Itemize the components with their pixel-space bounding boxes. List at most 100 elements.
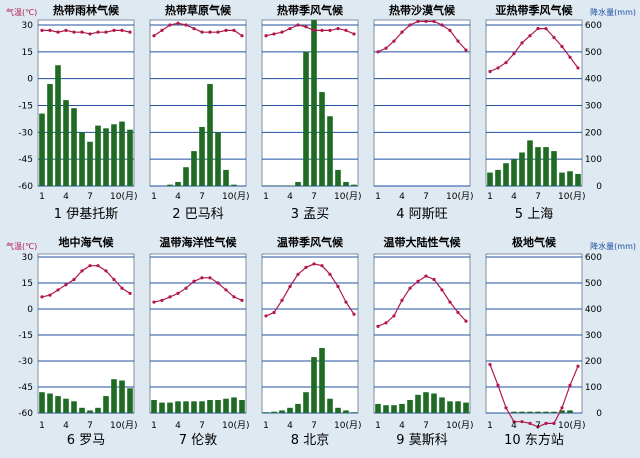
temp-point-month-3: [56, 30, 60, 34]
precip-bar-month-3: [279, 410, 285, 413]
temp-point-month-8: [544, 26, 548, 31]
chart-title: 热带季风气候: [277, 3, 344, 17]
temp-point-month-10: [336, 26, 340, 31]
chart-title: 亚热带季风气候: [496, 3, 574, 17]
precip-axis-tick: 300: [585, 331, 602, 341]
precip-bar-month-9: [215, 132, 221, 186]
precip-bar-month-1: [263, 185, 269, 186]
temp-axis-label: 气温(℃): [6, 241, 37, 251]
temp-point-month-7: [424, 19, 428, 24]
temp-point-month-5: [520, 41, 524, 45]
temp-point-month-6: [304, 265, 308, 269]
precip-bar-month-7: [87, 141, 93, 186]
temp-point-month-10: [112, 28, 116, 32]
temp-axis-tick: -15: [18, 331, 33, 341]
temp-point-month-2: [384, 321, 388, 325]
chart-title: 热带雨林气候: [53, 3, 120, 17]
precip-bar-month-9: [103, 128, 109, 186]
temp-point-month-2: [160, 28, 164, 32]
temp-point-month-12: [240, 298, 244, 302]
x-tick-label: 1: [263, 192, 269, 202]
temp-point-month-5: [520, 420, 524, 424]
precip-bar-month-7: [311, 357, 317, 413]
precip-bar-month-11: [343, 410, 349, 413]
chart-title: 温带季风气候: [277, 235, 344, 249]
x-tick-label: 7: [311, 192, 317, 202]
precip-axis-tick: 200: [585, 128, 602, 138]
chart-panel-6: 地中海气候 1 4 7 10(月) 6 罗马: [37, 235, 137, 448]
temp-point-month-3: [168, 295, 172, 299]
precip-bar-month-1: [39, 113, 45, 186]
temp-point-month-6: [80, 269, 84, 273]
x-tick-label: 4: [511, 192, 517, 202]
precip-bar-month-1: [39, 392, 45, 413]
precip-bar-month-6: [527, 140, 533, 186]
temp-point-month-1: [264, 34, 268, 38]
x-tick-label: 10(月): [446, 191, 473, 202]
station-caption: 3 孟买: [291, 207, 329, 222]
precip-bar-month-10: [447, 401, 453, 413]
precip-bar-month-4: [287, 185, 293, 186]
temp-point-month-6: [80, 30, 84, 34]
station-caption: 2 巴马科: [172, 207, 223, 222]
temp-point-month-6: [416, 279, 420, 283]
temp-point-month-8: [432, 19, 436, 24]
temp-point-month-10: [336, 284, 340, 289]
chart-panel-10: 极地气候 1 4 7 10(月)10 东方站: [485, 235, 585, 448]
precip-bar-month-6: [79, 132, 85, 186]
chart-panel-4: 热带沙漠气候 1 4 7 10(月) 4 阿斯旺: [373, 3, 473, 222]
temp-point-month-6: [528, 34, 532, 38]
precip-bar-month-2: [47, 393, 53, 413]
temp-point-month-4: [176, 21, 180, 25]
precip-bar-month-1: [151, 400, 157, 413]
temp-point-month-6: [192, 279, 196, 283]
x-tick-label: 7: [87, 421, 93, 431]
plot-area: [485, 253, 583, 414]
precip-bar-month-8: [207, 400, 213, 413]
x-tick-label: 7: [199, 421, 205, 431]
plot-area: [373, 253, 471, 414]
temp-point-month-4: [512, 52, 516, 56]
precip-bar-month-1: [487, 172, 493, 186]
temp-point-month-6: [528, 421, 532, 425]
temp-point-month-9: [104, 30, 108, 34]
chart-panel-8: 温带季风气候 1 4 7 10(月) 8 北京: [261, 235, 361, 448]
x-tick-label: 4: [287, 192, 293, 202]
temp-point-month-2: [496, 383, 500, 387]
temp-point-month-1: [40, 28, 44, 32]
temp-point-month-2: [48, 293, 52, 297]
temp-point-month-12: [128, 291, 132, 295]
precip-bar-month-5: [519, 411, 525, 413]
precip-bar-month-6: [191, 401, 197, 413]
shared-axes-row-2: 30 15 0 -15 -30 -45 -60 600 500 400 300 200 100 0 气温(℃…: [6, 241, 636, 419]
temp-point-month-12: [352, 312, 356, 316]
temp-point-month-5: [296, 23, 300, 27]
x-tick-label: 4: [287, 421, 293, 431]
temp-point-month-7: [536, 26, 540, 31]
precip-bar-month-3: [167, 402, 173, 413]
precip-bar-month-3: [55, 396, 61, 413]
precip-axis-tick: 500: [585, 48, 602, 58]
precip-bar-month-6: [191, 151, 197, 186]
precip-bar-month-7: [311, 20, 317, 186]
x-tick-label: 7: [423, 421, 429, 431]
precip-bar-month-11: [119, 380, 125, 413]
x-tick-label: 4: [399, 421, 405, 431]
x-tick-label: 10(月): [110, 420, 137, 431]
precip-bar-month-8: [319, 92, 325, 186]
temp-axis-tick: 30: [22, 21, 34, 31]
temp-point-month-1: [152, 34, 156, 38]
precip-bar-month-8: [95, 125, 101, 186]
temp-point-month-1: [376, 50, 380, 54]
temp-point-month-12: [576, 66, 580, 70]
precip-bar-month-5: [183, 401, 189, 413]
x-tick-label: 7: [535, 421, 541, 431]
x-tick-label: 4: [175, 421, 181, 431]
precip-bar-month-10: [559, 410, 565, 413]
precip-bar-month-9: [551, 151, 557, 186]
precip-bar-month-5: [183, 167, 189, 186]
precip-bar-month-6: [303, 392, 309, 413]
precip-bar-month-4: [399, 403, 405, 413]
precip-bar-month-9: [215, 400, 221, 413]
temp-point-month-7: [200, 276, 204, 280]
